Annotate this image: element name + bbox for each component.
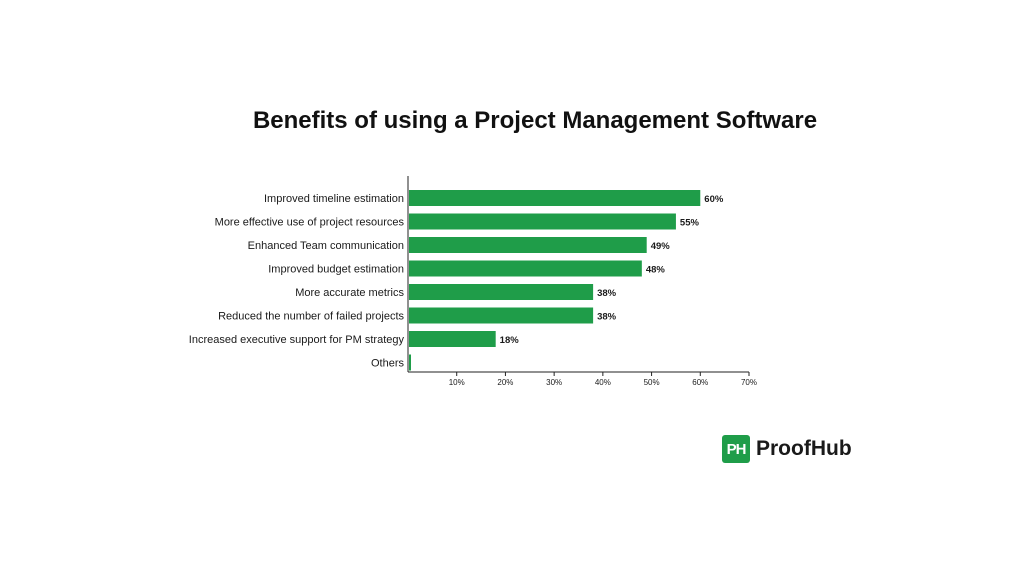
category-label: Enhanced Team communication <box>248 240 404 252</box>
category-label: More accurate metrics <box>295 287 404 299</box>
bar <box>409 331 496 347</box>
x-tick-label: 30% <box>546 378 562 387</box>
x-tick-label: 40% <box>595 378 611 387</box>
value-label: 55% <box>680 218 700 229</box>
value-label: 38% <box>597 288 617 299</box>
value-label: 18% <box>500 335 520 346</box>
proofhub-logo-mark: PH <box>722 435 750 463</box>
category-label: Reduced the number of failed projects <box>218 311 404 323</box>
bar <box>409 190 701 206</box>
bar <box>409 354 411 371</box>
x-tick-label: 50% <box>644 378 660 387</box>
proofhub-logo: PH ProofHub <box>722 435 852 463</box>
x-tick-label: 20% <box>497 378 513 387</box>
category-label: Improved timeline estimation <box>264 193 404 205</box>
category-label: Increased executive support for PM strat… <box>189 334 405 346</box>
bar <box>409 260 642 277</box>
proofhub-logo-name: ProofHub <box>756 437 852 460</box>
value-label: 38% <box>597 312 617 323</box>
value-label: 48% <box>646 265 666 276</box>
bar <box>409 284 594 300</box>
value-label: 49% <box>651 241 671 252</box>
category-label: More effective use of project resources <box>215 217 405 229</box>
bar <box>409 237 647 253</box>
bar <box>409 307 594 324</box>
category-label: Others <box>371 358 405 370</box>
value-label: 60% <box>704 194 724 205</box>
bar <box>409 213 676 230</box>
x-tick-label: 70% <box>741 378 757 387</box>
x-tick-label: 60% <box>692 378 708 387</box>
category-label: Improved budget estimation <box>268 264 404 276</box>
chart-title: Benefits of using a Project Management S… <box>252 107 818 134</box>
x-tick-label: 10% <box>449 378 465 387</box>
